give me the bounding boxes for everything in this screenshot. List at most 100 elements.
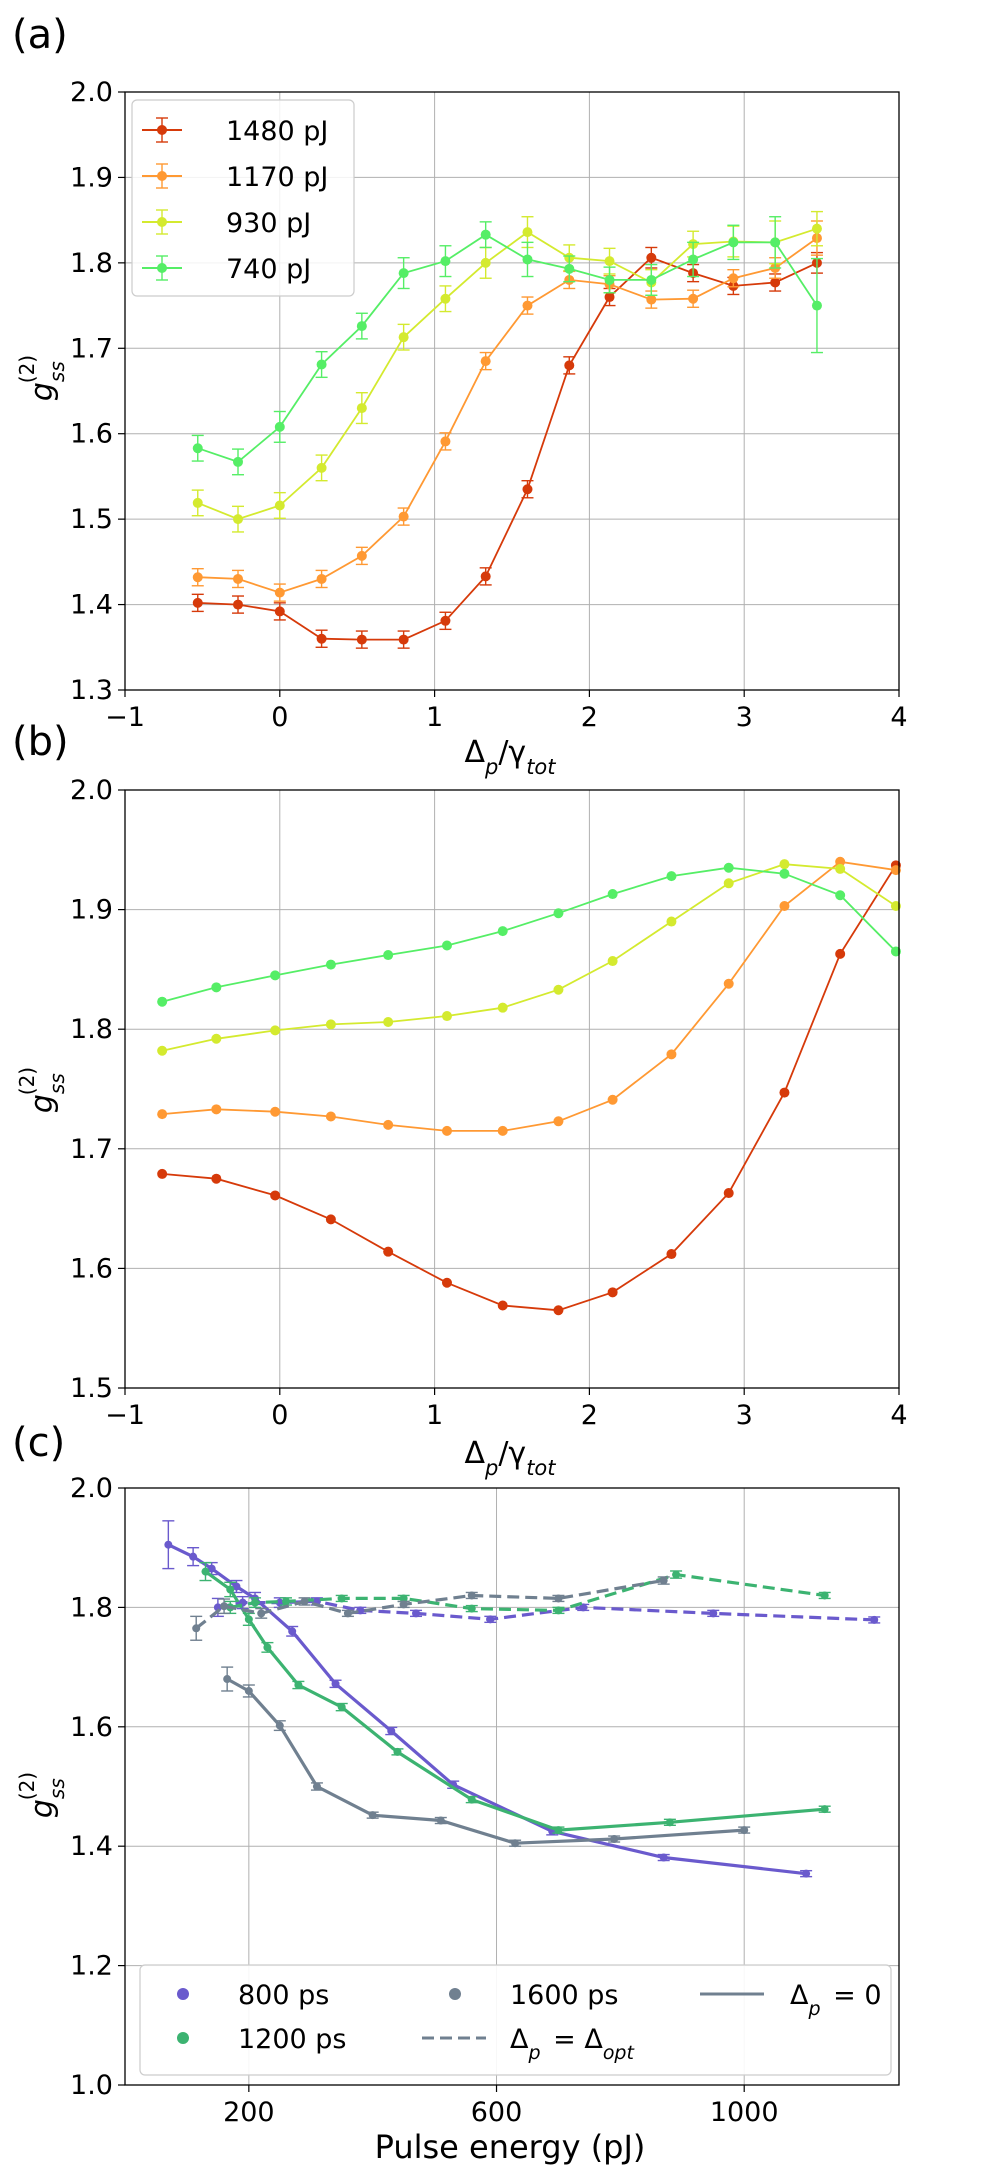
panel-c-legend-marker [177,1988,189,2000]
panel-b-xtick-label: 3 [736,1400,753,1431]
panel-c-data-point [467,1591,476,1600]
panel-a-data-point [316,359,327,370]
panel-a-data-point [564,263,575,274]
panel-b-data-point [157,1168,168,1179]
panel-c-data-point [399,1594,408,1603]
panel-c-ytick-label: 1.4 [70,1831,113,1862]
panel-a-data-point [604,292,615,303]
panel-a-data-point [728,273,739,284]
panel-b-series-line-3 [161,866,897,1003]
panel-b-data-point [157,996,168,1007]
panel-b-data-point [779,868,790,879]
panel-a-frame [124,91,900,691]
panel-b-xtick-label: 1 [426,1400,443,1431]
panel-c-legend-entry: 1600 ps [510,1980,619,2011]
panel-a-xtick-label: 0 [271,702,288,733]
panel-c-series-line-1 [204,1570,825,1832]
panel-c-xtick-label: 600 [471,2097,523,2128]
panel-a-data-point [274,500,285,511]
panel-a-ytick-label: 1.7 [70,333,113,364]
panel-c-data-point [393,1747,402,1756]
panel-a-data-point [440,256,451,267]
panel-a-data-point [316,462,327,473]
panel-c-ytick-label: 1.0 [70,2070,113,2101]
panel-b-data-point [553,1305,564,1316]
panel-c-data-point [820,1805,829,1814]
panel-c-data-point [467,1604,476,1613]
panel-c-data-point [226,1585,235,1594]
panel-c-data-point [263,1643,272,1652]
panel-b-data-point [270,1106,281,1117]
panel-c-legend-entry: Δp = Δopt [510,2024,635,2064]
panel-c-data-point [343,1609,352,1618]
panel-a-xtick-label: 1 [426,702,443,733]
panel-a-xtick-label: 3 [736,702,753,733]
panel-c-data-point [554,1594,563,1603]
panel-c-xtick-label: 200 [223,2097,275,2128]
panel-a-data-point [316,633,327,644]
panel-c-series-line-3 [217,1599,875,1622]
panel-c-xlabel: Pulse energy (pJ) [375,2128,646,2166]
panel-a-data-point [646,294,657,305]
panel-b-data-point [835,890,846,901]
panel-c-series [162,1520,881,1878]
panel-c-series-line-2 [226,1677,745,1845]
panel-c-data-point [412,1609,421,1618]
panel-a-data-point [728,237,739,248]
panel-b-ytick-label: 1.9 [70,895,113,926]
panel-c-data-point [244,1686,253,1695]
panel-b-data-point [441,1125,452,1136]
panel-b-data-point [723,1188,734,1199]
panel-c-data-point [164,1540,173,1549]
panel-b-ytick-label: 1.6 [70,1253,113,1284]
panel-a-xtick-label: 4 [890,702,907,733]
panel-c-ytick-label: 2.0 [70,1473,113,1504]
panel-b-data-point [441,1277,452,1288]
panel-c-legend-entry: 800 ps [238,1980,329,2011]
panel-b-data-point [383,950,394,961]
panel-b-yticks: 1.5 1.6 1.7 1.8 1.9 2.0 [70,775,125,1404]
panel-b-data-point [723,978,734,989]
panel-a-data-point [192,572,203,583]
panel-a-data-point [233,599,244,610]
panel-a-data-point [274,421,285,432]
panel-c-data-point [579,1603,588,1612]
panel-a-data-point [770,277,781,288]
panel-a-data-point [192,443,203,454]
panel-b-data-point [723,862,734,873]
panel-a-legend-box [131,99,355,297]
panel-a-data-point [646,274,657,285]
panel-c-legend-marker [449,1988,461,2000]
panel-c-data-point [300,1597,309,1606]
panel-a-data-point [233,514,244,525]
panel-c-data-point [659,1853,668,1862]
panel-c: (c) 200 600 1000 1.0 1.2 1.4 1.6 1.8 2.0 Pulse … [12,1420,900,2166]
panel-c-data-point [189,1552,198,1561]
panel-b-data-point [666,916,677,927]
panel-c-data-point [257,1609,266,1618]
panel-a-data-point [398,634,409,645]
panel-b-data-point [270,1190,281,1201]
panel-b-ytick-label: 1.8 [70,1014,113,1045]
panel-a-data-point [356,321,367,332]
panel-c-data-point [709,1609,718,1618]
panel-b-ylabel: gss(2) [15,1067,69,1113]
panel-c-ytick-label: 1.8 [70,1592,113,1623]
panel-a-data-point [440,615,451,626]
panel-b-data-point [607,1287,618,1298]
panel-c-data-point [436,1816,445,1825]
panel-c-data-point [467,1795,476,1804]
panel-b-data-point [835,863,846,874]
panel-b-xtick-label: −1 [105,1400,145,1431]
panel-c-data-point [201,1567,210,1576]
panel-b-data-point [607,956,618,967]
panel-b-data-point [553,984,564,995]
panel-b-data-point [497,1125,508,1136]
panel-a-data-point [770,237,781,248]
panel-a-legend-entry: 1170 pJ [226,162,328,193]
panel-c-data-point [192,1624,201,1633]
panel-b-data-point [553,1116,564,1127]
panel-c-data-point [659,1576,668,1585]
panel-a-data-point [604,256,615,267]
panel-a-legend-marker [157,125,167,135]
